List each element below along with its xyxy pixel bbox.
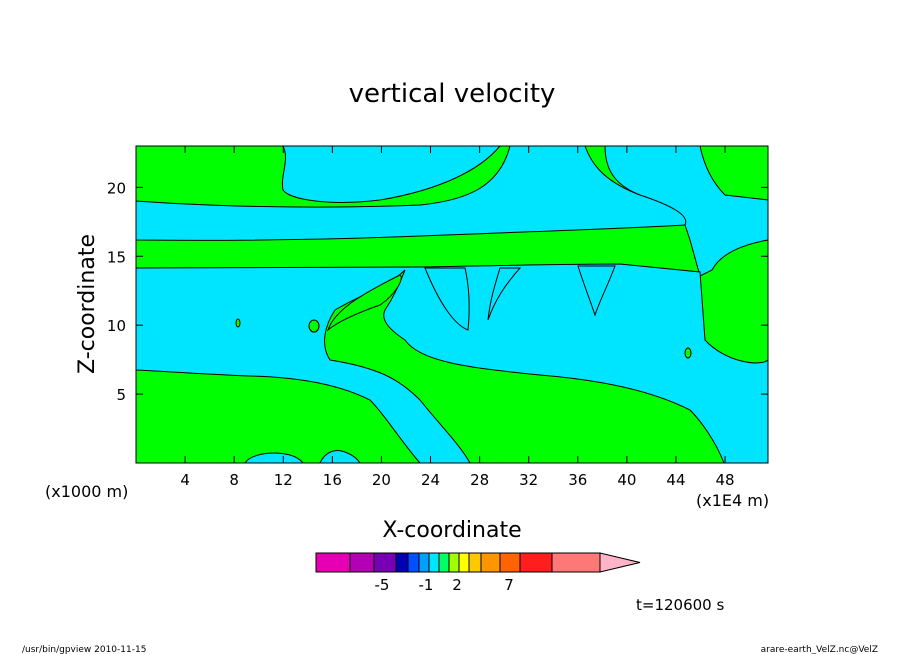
colorbar-segment [458, 552, 470, 573]
x-tick-label: 48 [716, 471, 735, 489]
contour-region-middle [135, 263, 769, 464]
x-tick-label: 36 [568, 471, 587, 489]
colorbar-segment [480, 552, 501, 573]
x-tick-label: 24 [421, 471, 440, 489]
y-tick-label: 15 [107, 248, 126, 266]
colorbar [315, 552, 641, 573]
x-tick-label: 4 [180, 471, 190, 489]
y-tick-label: 20 [107, 179, 126, 197]
chart-title: vertical velocity [349, 79, 556, 109]
colorbar-segment [349, 552, 375, 573]
y-tick-label: 5 [116, 386, 126, 404]
colorbar-segment [418, 552, 430, 573]
x-tick-label: 28 [470, 471, 489, 489]
contour-region-topleft [281, 145, 502, 203]
footer-right: arare-earth_VelZ.nc@VelZ [761, 645, 878, 654]
colorbar-segment [407, 552, 420, 573]
colorbar-segment [519, 552, 553, 573]
x-unit-left: (x1000 m) [45, 482, 128, 501]
x-tick-label: 20 [372, 471, 391, 489]
contour-island-d [326, 274, 402, 332]
y-axis-label: Z-coordinate [75, 234, 100, 374]
x-tick-label: 32 [519, 471, 538, 489]
colorbar-segment [448, 552, 460, 573]
colorbar-segment [551, 552, 601, 573]
colorbar-label: 7 [504, 576, 514, 594]
colorbar-segment [428, 552, 440, 573]
colorbar-label: -1 [419, 576, 434, 594]
colorbar-labels: -5 -1 2 7 [375, 576, 514, 594]
x-tick-label: 44 [666, 471, 685, 489]
colorbar-extension [599, 552, 641, 573]
colorbar-segment [373, 552, 397, 573]
x-axis-label: X-coordinate [382, 518, 521, 543]
contour-island-c [684, 347, 692, 359]
contour-fills [135, 145, 769, 464]
colorbar-label: 2 [452, 576, 462, 594]
contour-region-notch-b [487, 267, 522, 321]
colorbar-segment [438, 552, 450, 573]
contour-region-bottom-left [244, 452, 305, 464]
contour-region-notch-a [424, 267, 470, 331]
x-tick-label: 16 [323, 471, 342, 489]
colorbar-label: -5 [375, 576, 390, 594]
x-tick-label: 8 [229, 471, 239, 489]
colorbar-segment [395, 552, 409, 573]
contour-region-notch-c [577, 265, 616, 317]
y-axis: 5 10 15 20 [107, 179, 768, 404]
colorbar-segment [315, 552, 351, 573]
x-tick-label: 40 [617, 471, 636, 489]
colorbar-segment [499, 552, 521, 573]
x-unit-right: (x1E4 m) [696, 491, 769, 510]
x-tick-label: 12 [274, 471, 293, 489]
time-label: t=120600 s [636, 596, 724, 614]
x-axis: 4 8 12 16 20 24 28 32 36 40 44 48 [180, 146, 735, 489]
plot-frame [135, 145, 769, 464]
contour-region-bottom-mid [319, 449, 361, 464]
footer-left: /usr/bin/gpview 2010-11-15 [22, 645, 146, 654]
colorbar-segment [468, 552, 482, 573]
contour-region-topright [604, 145, 769, 277]
contour-island-a [308, 319, 320, 333]
contour-island-b [235, 318, 241, 328]
y-tick-label: 10 [107, 317, 126, 335]
